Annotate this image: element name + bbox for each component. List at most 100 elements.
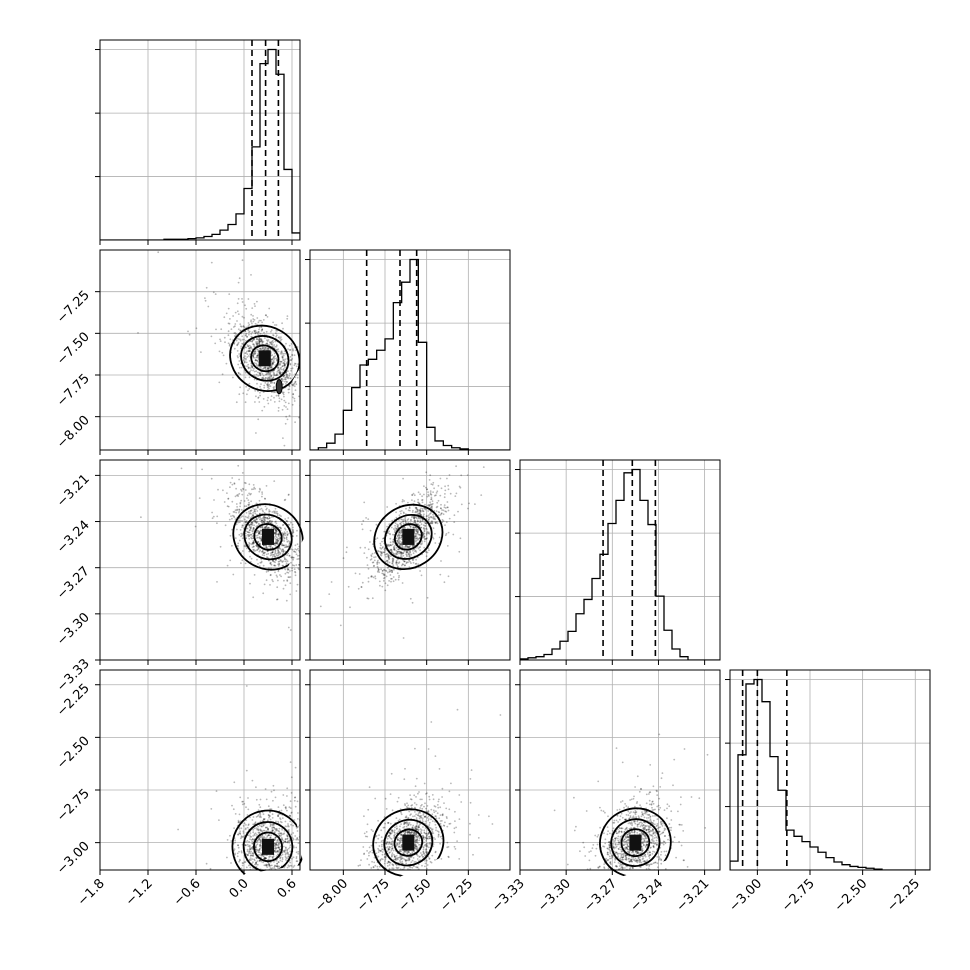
scatter-point xyxy=(269,574,272,576)
scatter-point xyxy=(260,507,263,510)
scatter-point xyxy=(406,831,409,834)
scatter-point xyxy=(419,546,422,548)
scatter-point xyxy=(429,877,431,879)
scatter-point xyxy=(243,347,246,350)
scatter-point xyxy=(414,536,416,539)
scatter-point xyxy=(293,400,296,402)
scatter-point xyxy=(383,548,386,551)
scatter-point xyxy=(261,526,264,528)
scatter-point xyxy=(392,541,395,544)
scatter-point xyxy=(238,850,240,853)
scatter-point xyxy=(425,537,428,540)
scatter-point xyxy=(272,376,275,379)
scatter-point xyxy=(408,871,410,873)
scatter-point xyxy=(383,569,386,572)
scatter-point xyxy=(282,367,285,370)
scatter-point xyxy=(258,853,261,856)
scatter-point xyxy=(260,537,262,540)
scatter-point xyxy=(423,493,425,496)
scatter-point xyxy=(288,906,290,908)
scatter-point xyxy=(274,836,277,839)
scatter-point xyxy=(272,369,275,372)
scatter-point xyxy=(419,517,422,520)
scatter-point xyxy=(260,383,262,385)
scatter-point xyxy=(252,515,255,517)
scatter-point xyxy=(416,531,419,533)
scatter-point xyxy=(251,848,254,850)
scatter-point xyxy=(265,373,268,375)
scatter-point xyxy=(424,507,426,510)
scatter-point xyxy=(410,519,412,522)
scatter-point xyxy=(416,520,419,523)
scatter-point xyxy=(250,850,253,853)
scatter-point xyxy=(264,874,266,876)
scatter-point xyxy=(409,545,411,548)
scatter-point xyxy=(275,871,277,873)
scatter-point xyxy=(422,846,425,849)
scatter-point xyxy=(405,507,407,510)
scatter-point xyxy=(295,590,298,592)
scatter-point xyxy=(261,875,263,877)
scatter-point xyxy=(303,556,305,558)
scatter-point xyxy=(246,335,248,338)
scatter-point xyxy=(387,873,389,875)
scatter-point xyxy=(252,881,254,883)
scatter-point xyxy=(388,557,391,560)
scatter-point xyxy=(248,350,251,352)
scatter-point xyxy=(416,510,419,513)
scatter-point xyxy=(269,906,271,908)
scatter-point xyxy=(400,532,403,534)
scatter-point xyxy=(247,503,250,506)
scatter-point xyxy=(353,443,355,445)
scatter-point xyxy=(302,788,304,790)
scatter-point xyxy=(394,578,397,581)
scatter-point xyxy=(406,551,409,554)
scatter-point xyxy=(361,523,363,526)
scatter-point xyxy=(415,558,417,561)
scatter-point xyxy=(417,530,419,533)
scatter-point xyxy=(284,849,287,851)
scatter-point xyxy=(237,495,240,497)
scatter-point xyxy=(277,554,280,557)
scatter-point xyxy=(424,855,426,857)
scatter-point xyxy=(256,343,258,346)
scatter-point xyxy=(281,532,284,534)
scatter-point xyxy=(283,850,285,852)
scatter-point xyxy=(265,826,267,829)
scatter-point xyxy=(397,539,400,542)
scatter-point xyxy=(377,550,380,553)
scatter-point xyxy=(366,564,369,566)
scatter-point xyxy=(257,540,259,543)
scatter-point xyxy=(233,347,236,350)
scatter-point xyxy=(216,581,218,583)
scatter-point xyxy=(264,314,267,317)
scatter-point xyxy=(252,545,255,548)
scatter-point xyxy=(277,846,280,849)
scatter-point xyxy=(320,570,322,572)
scatter-point xyxy=(265,876,267,878)
scatter-point xyxy=(379,914,381,916)
scatter-point xyxy=(281,860,284,863)
scatter-point xyxy=(277,533,280,536)
scatter-point xyxy=(261,321,263,324)
scatter-point xyxy=(284,841,287,844)
scatter-point xyxy=(276,850,278,853)
scatter-point xyxy=(236,506,239,508)
scatter-point xyxy=(259,813,262,816)
scatter-point xyxy=(412,526,415,529)
scatter-point xyxy=(386,562,389,564)
scatter-point xyxy=(270,834,272,837)
scatter-point xyxy=(280,549,283,552)
scatter-point xyxy=(273,823,275,826)
scatter-point xyxy=(444,524,446,526)
scatter-point xyxy=(402,563,405,566)
scatter-point xyxy=(241,338,244,341)
scatter-point xyxy=(270,567,272,570)
scatter-point xyxy=(239,501,242,504)
scatter-point xyxy=(390,580,392,583)
scatter-point xyxy=(409,555,411,558)
scatter-point xyxy=(442,513,445,516)
scatter-point xyxy=(412,492,415,495)
scatter-point xyxy=(259,340,261,343)
scatter-point xyxy=(257,825,259,828)
